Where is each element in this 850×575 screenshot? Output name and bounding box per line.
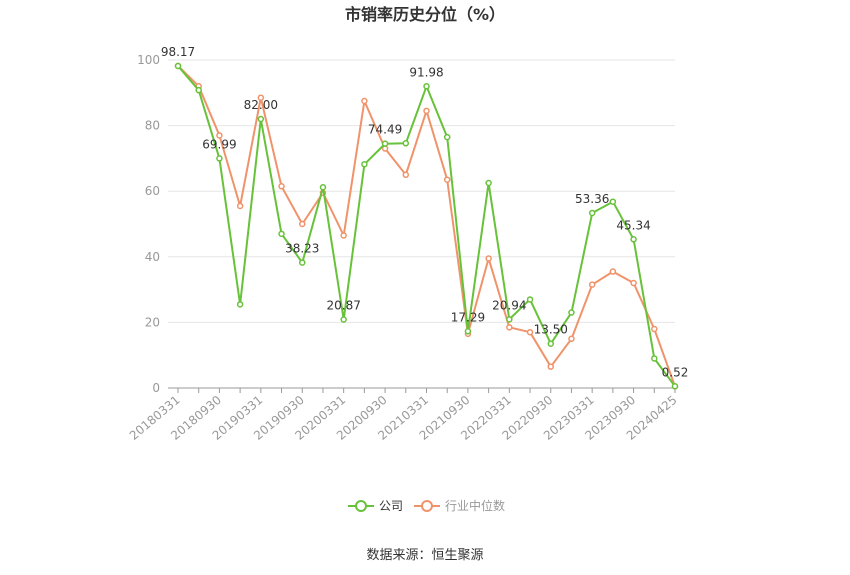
y-axis: 0 20 40 60 80 100	[137, 53, 160, 395]
data-point	[588, 209, 596, 217]
data-point	[630, 279, 637, 287]
data-label: 69.99	[202, 137, 236, 151]
data-point	[588, 281, 596, 288]
data-point	[402, 140, 410, 147]
data-point	[381, 140, 389, 147]
data-point	[609, 268, 617, 275]
y-tick-label: 100	[137, 53, 160, 67]
data-point	[361, 97, 368, 105]
data-point	[443, 176, 451, 183]
data-point	[485, 255, 492, 262]
data-point	[547, 340, 554, 347]
data-point	[568, 309, 575, 316]
series-layer	[174, 62, 679, 390]
y-tick-label: 40	[145, 250, 160, 264]
data-point	[464, 328, 472, 335]
data-label: 17.29	[451, 310, 485, 324]
data-point	[236, 202, 244, 210]
data-label: 45.34	[616, 218, 650, 232]
y-tick-label: 80	[145, 119, 160, 133]
data-point	[443, 133, 451, 141]
legend-label-industry-median: 行业中位数	[445, 498, 505, 513]
data-point	[257, 115, 265, 123]
data-label: 53.36	[575, 192, 609, 206]
data-point	[278, 230, 285, 238]
data-point	[257, 94, 265, 101]
source-note: 数据来源：恒生聚源	[366, 548, 483, 563]
data-point	[299, 259, 306, 266]
data-labels: 98.17 69.99 82.00 38.23 20.87 74.49 91.98 17.29…	[161, 45, 689, 379]
data-point	[195, 86, 202, 94]
data-label: 98.17	[161, 45, 195, 59]
data-label: 20.94	[492, 298, 526, 312]
legend-label-company: 公司	[379, 499, 403, 513]
y-tick-label: 0	[152, 381, 160, 395]
data-point	[547, 363, 554, 370]
data-point	[526, 296, 534, 303]
legend-marker	[421, 500, 433, 512]
data-point	[609, 198, 617, 205]
data-point	[671, 383, 679, 390]
data-point	[299, 220, 306, 228]
data-point	[340, 232, 347, 239]
data-point	[506, 316, 513, 323]
data-label: 0.52	[662, 365, 689, 379]
data-point	[630, 236, 637, 243]
data-point	[216, 155, 223, 162]
x-axis: 2018033120180930201903312019093020200331…	[127, 387, 680, 443]
data-label: 13.50	[534, 323, 568, 337]
data-point	[651, 355, 658, 362]
data-point	[319, 184, 327, 191]
legend: 公司 行业中位数	[348, 498, 505, 513]
data-point	[278, 183, 285, 190]
data-point	[568, 335, 575, 343]
data-point	[526, 328, 534, 336]
data-point	[216, 132, 223, 139]
data-point	[423, 83, 430, 90]
chart-title: 市销率历史分位（%）	[345, 5, 505, 24]
data-label: 74.49	[368, 123, 402, 137]
data-label: 38.23	[285, 242, 319, 256]
data-point	[423, 107, 430, 115]
data-point	[651, 325, 658, 333]
data-point	[402, 171, 410, 179]
data-label: 20.87	[326, 299, 360, 313]
y-tick-label: 20	[145, 315, 160, 329]
data-point	[340, 316, 347, 323]
data-point	[236, 301, 244, 308]
data-point	[174, 62, 182, 70]
data-label: 82.00	[244, 98, 278, 112]
y-tick-label: 60	[145, 184, 160, 198]
data-point	[485, 179, 492, 187]
data-label: 91.98	[409, 65, 443, 79]
legend-marker	[355, 500, 367, 512]
data-point	[506, 324, 513, 331]
data-point	[361, 161, 368, 168]
